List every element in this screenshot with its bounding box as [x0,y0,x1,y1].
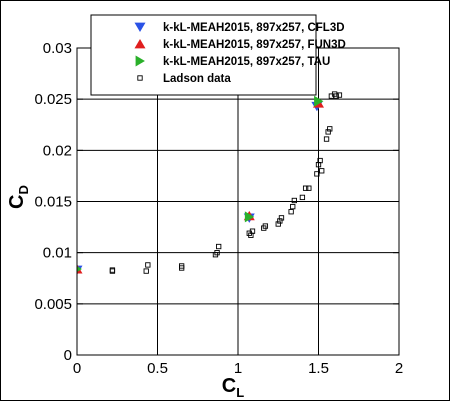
y-axis-label-main: C [6,195,28,209]
legend-label-2: k-kL-MEAH2015, 897x257, TAU [163,56,330,68]
legend-label-0: k-kL-MEAH2015, 897x257, CFL3D [163,22,345,34]
x-tick-label: 0 [73,360,81,377]
ladson-data-point [327,126,333,132]
ladson-data-point [302,185,309,191]
x-tick-label: 0.5 [147,360,168,377]
ladson-data-point [319,168,325,174]
y-tick-label: 0.005 [34,296,72,313]
ladson-data-point [214,250,220,256]
y-tick-label: 0.03 [43,40,72,57]
y-tick-label: 0.015 [34,194,72,211]
x-tick-label: 2 [395,360,403,377]
ladson-data-point [325,129,331,135]
x-axis-label: CL [222,375,244,400]
legend-label-1: k-kL-MEAH2015, 897x257, FUN3D [163,39,346,51]
y-tick-label: 0.025 [34,91,72,108]
legend-marker-0 [134,22,146,32]
y-axis-label: CD [6,185,31,209]
axis-ticks: 0 0.5 1 1.5 2 0 0.005 0.01 0.015 0.02 0.025 0.03 [34,40,403,377]
series-2-point [244,211,255,223]
ladson-data-point [288,209,294,215]
ladson-data-point [317,157,323,164]
ladson-data-point [178,263,185,269]
ladson-data-point [299,194,306,201]
ladson-data-point [145,262,151,268]
x-tick-label: 1.5 [308,360,329,377]
y-tick-label: 0.02 [43,142,72,159]
ladson-data-point [275,221,281,227]
y-tick-label: 0 [64,347,72,364]
ladson-data-point [262,223,269,229]
ladson-data-point [323,136,330,142]
ladson-data-point [336,92,343,98]
legend: k-kL-MEAH2015, 897x257, CFL3D k-kL-MEAH20… [90,14,346,96]
ladson-data-point [109,267,116,273]
series-2-point [314,95,324,107]
series-2-point [77,266,82,272]
data-points [77,91,343,276]
ladson-data-point [249,228,256,234]
ladson-data-point [314,171,320,177]
y-axis-label-sub: D [16,185,31,194]
legend-label-3: Ladson data [163,73,231,85]
ladson-data-point [290,203,296,210]
ladson-data-point [277,218,283,224]
ladson-data-point [291,197,297,204]
ladson-data-point [333,93,339,99]
legend-marker-2 [135,55,145,67]
ladson-data-point [278,215,285,221]
legend-marker-1 [134,39,146,49]
y-tick-label: 0.01 [43,245,72,262]
x-axis-label-sub: L [236,385,244,400]
x-tick-label: 1 [234,360,242,377]
legend-box [90,14,317,96]
legend-marker-3 [137,75,143,81]
ladson-data-point [216,243,222,250]
ladson-data-point [143,268,149,274]
ladson-data-point [306,185,312,191]
x-axis-label-main: C [222,375,236,397]
